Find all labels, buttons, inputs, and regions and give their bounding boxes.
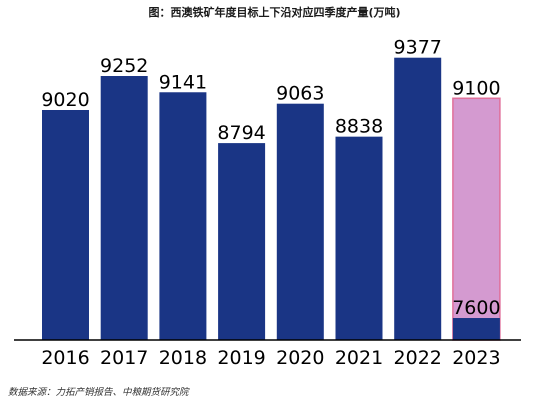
bar-2023-target-upper xyxy=(452,97,501,341)
source-note: 数据来源：力拓产销报告、中粮期货研究院 xyxy=(8,387,189,398)
bar-2020 xyxy=(276,103,324,341)
data-label-2016: 9020 xyxy=(41,89,89,111)
data-label-2017: 9252 xyxy=(100,55,148,77)
tick-label-2018: 2018 xyxy=(159,347,207,369)
tick-label-2020: 2020 xyxy=(276,347,324,369)
data-label-2019: 8794 xyxy=(217,122,265,144)
bar-2019 xyxy=(218,143,266,340)
data-label-2021: 8838 xyxy=(335,116,383,138)
tick-labels-layer: 2016 2017 2018 2019 2020 2021 2022 2023 xyxy=(41,347,500,369)
data-label-2023: 7600 xyxy=(452,297,500,319)
bar-2016 xyxy=(42,109,89,341)
labels-layer: 9020 9252 9141 8794 9063 8838 9377 9100 7600 xyxy=(41,37,500,319)
chart-title: 图：西澳铁矿年度目标上下沿对应四季度产量(万吨) xyxy=(148,6,401,19)
data-label-2020: 9063 xyxy=(276,83,324,105)
bar-2017 xyxy=(100,76,148,340)
bar-2023 xyxy=(452,318,500,340)
data-label-2023-upper: 9100 xyxy=(452,77,500,99)
tick-label-2021: 2021 xyxy=(335,347,383,369)
tick-label-2023: 2023 xyxy=(452,347,500,369)
bar-2018 xyxy=(159,92,207,341)
tick-label-2019: 2019 xyxy=(217,347,265,369)
bar-2021 xyxy=(335,136,383,340)
data-label-2022: 9377 xyxy=(394,37,442,59)
tick-label-2017: 2017 xyxy=(100,347,148,369)
bars-layer xyxy=(42,57,501,341)
tick-label-2022: 2022 xyxy=(394,347,442,369)
tick-label-2016: 2016 xyxy=(41,347,89,369)
bar-2022 xyxy=(394,57,442,341)
data-label-2018: 9141 xyxy=(159,71,207,93)
